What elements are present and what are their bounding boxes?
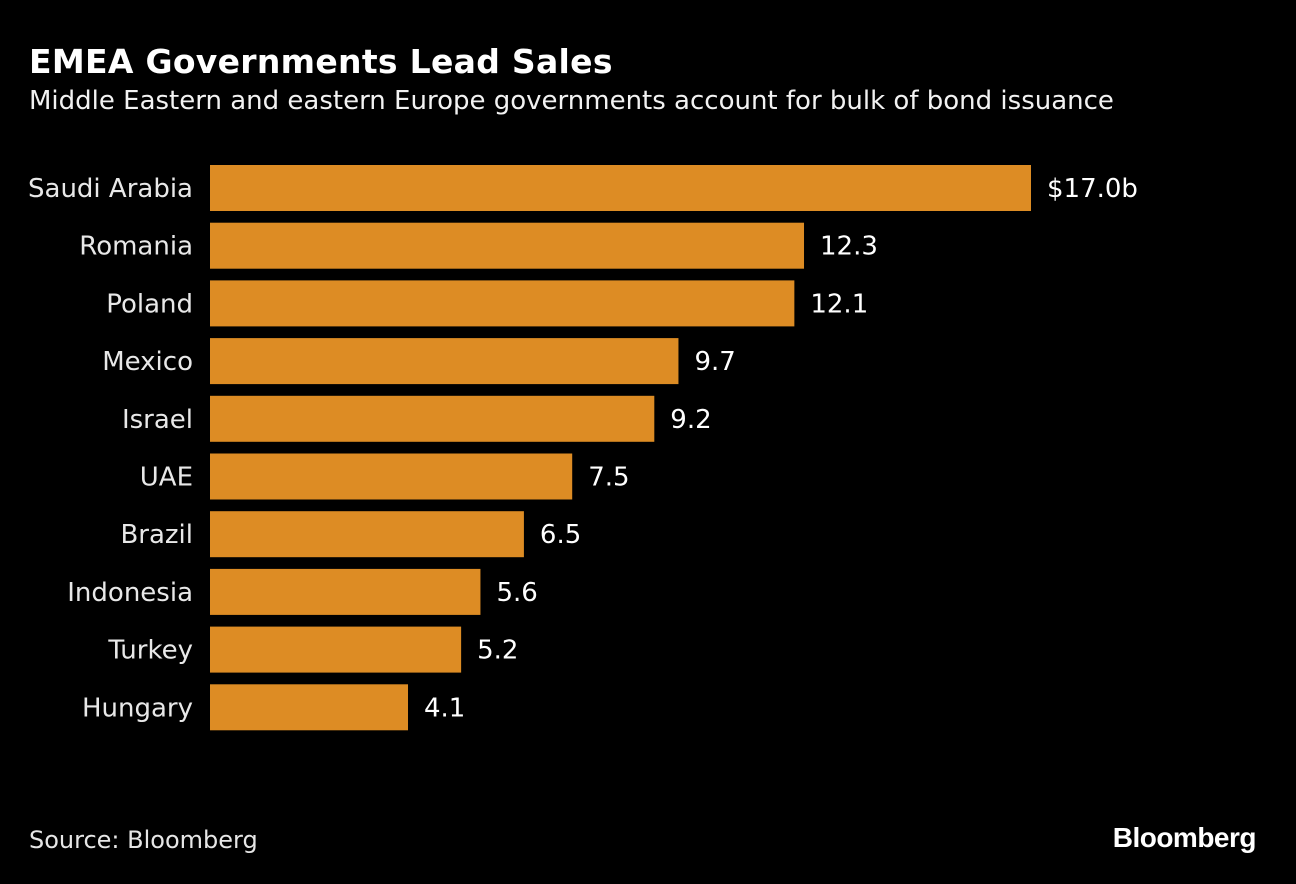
- category-label: Poland: [106, 289, 193, 319]
- data-label: 12.1: [810, 289, 868, 319]
- category-label: Indonesia: [67, 578, 193, 608]
- data-label: 5.6: [496, 578, 537, 608]
- data-label: $17.0b: [1047, 174, 1138, 204]
- data-label: 6.5: [540, 520, 581, 550]
- source-note: Source: Bloomberg: [29, 826, 258, 854]
- chart-subtitle: Middle Eastern and eastern Europe govern…: [29, 86, 1114, 116]
- data-label: 9.2: [670, 405, 711, 435]
- category-label: UAE: [140, 463, 193, 493]
- data-label: 5.2: [477, 636, 518, 666]
- category-label: Romania: [79, 232, 193, 262]
- bar-hungary: [210, 684, 409, 731]
- bar-romania: [210, 222, 805, 269]
- data-label: 4.1: [424, 693, 465, 723]
- bar-mexico: [210, 338, 679, 385]
- category-label: Mexico: [102, 347, 193, 377]
- bar-brazil: [210, 511, 524, 558]
- bar-poland: [210, 280, 795, 327]
- bloomberg-logo: Bloomberg: [1112, 822, 1257, 853]
- category-label: Israel: [122, 405, 193, 435]
- bar-turkey: [210, 626, 462, 673]
- bar-uae: [210, 453, 573, 500]
- category-label: Turkey: [107, 636, 193, 666]
- category-label: Hungary: [82, 693, 193, 723]
- bar-indonesia: [210, 568, 481, 615]
- data-label: 7.5: [588, 463, 629, 493]
- bar-israel: [210, 395, 655, 442]
- bar-saudi-arabia: [210, 165, 1031, 211]
- category-label: Brazil: [120, 520, 193, 550]
- category-label: Saudi Arabia: [28, 174, 193, 204]
- data-label: 9.7: [694, 347, 735, 377]
- data-label: 12.3: [820, 232, 878, 262]
- chart-title: EMEA Governments Lead Sales: [29, 42, 613, 81]
